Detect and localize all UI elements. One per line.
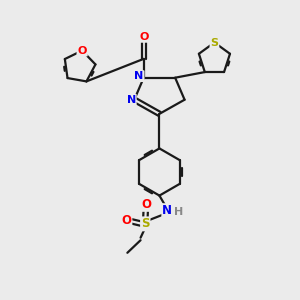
Text: S: S <box>141 218 149 230</box>
Text: H: H <box>174 207 183 217</box>
Text: O: O <box>122 214 131 227</box>
Text: N: N <box>162 204 172 217</box>
Text: N: N <box>127 95 136 105</box>
Text: O: O <box>77 46 87 56</box>
Text: N: N <box>134 71 144 81</box>
Text: S: S <box>210 38 218 47</box>
Text: O: O <box>139 32 148 42</box>
Text: O: O <box>141 198 151 211</box>
